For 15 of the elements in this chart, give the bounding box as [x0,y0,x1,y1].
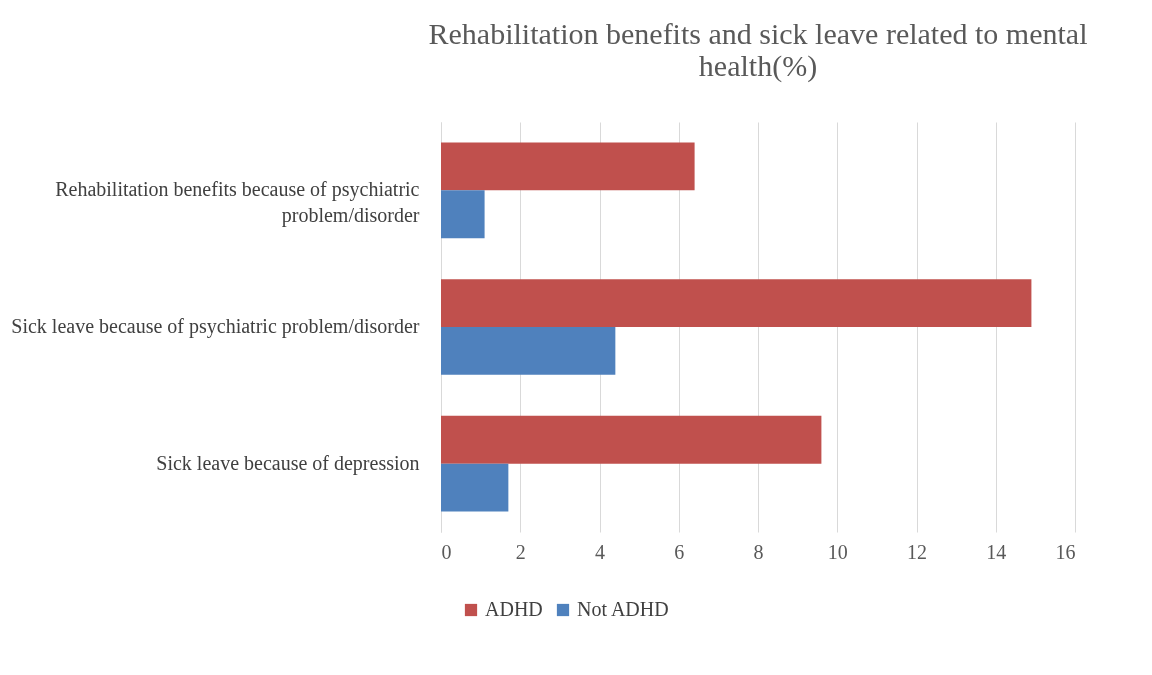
x-tick-label: 16 [1055,540,1076,563]
legend-label: Not ADHD [577,598,669,620]
y-tick-label: Sick leave because of depression [156,451,420,475]
x-tick-label: 6 [674,540,685,563]
x-tick-label: 0 [441,540,452,563]
x-tick-label: 14 [986,540,1007,563]
y-tick-label: Rehabilitation benefits because of psychiatric problem/disorder [55,178,420,228]
x-tick-label: 4 [595,540,605,563]
x-tick-label: 8 [753,540,764,563]
x-tick-label: 2 [515,540,526,563]
x-tick-label: 12 [907,540,927,563]
legend-label: ADHD [485,598,543,620]
chart-title: Rehabilitation benefits and sick leave related to mental health(%) [428,17,1088,83]
x-tick-label: 10 [827,540,848,563]
y-tick-label: Sick leave because of psychiatric problem/disorder [11,315,420,338]
